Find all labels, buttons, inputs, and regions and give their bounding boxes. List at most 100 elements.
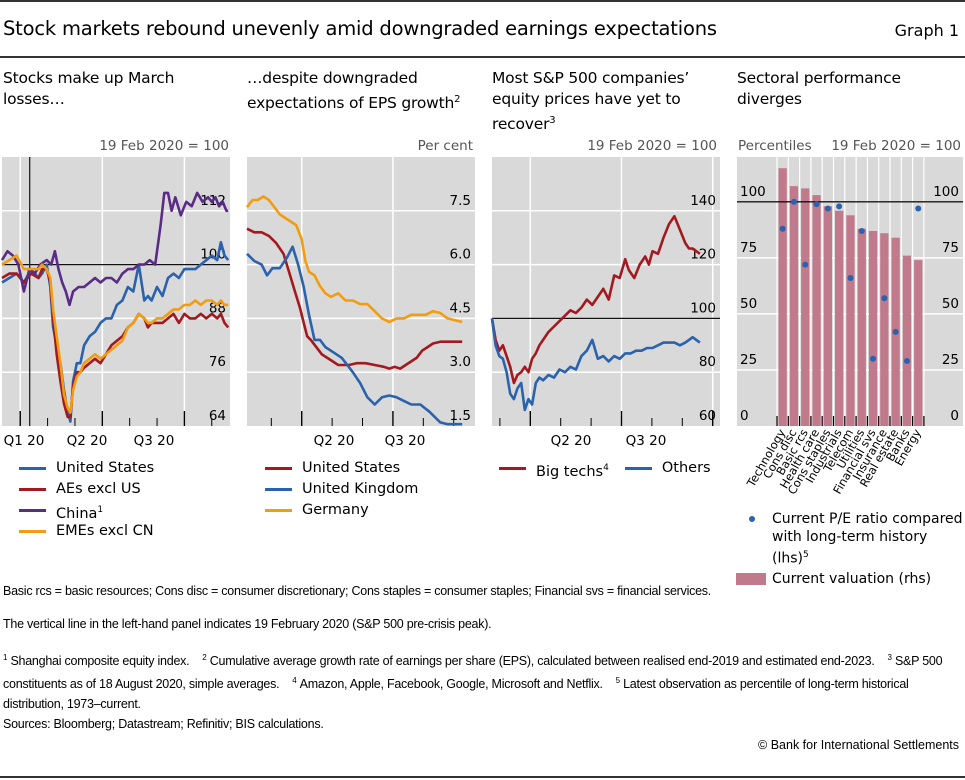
- x-tick-label: Q3 20: [385, 433, 426, 449]
- legend-swatch: [19, 509, 46, 512]
- dot-real-estate: [892, 328, 899, 335]
- legend-swatch: [19, 467, 46, 470]
- y-tick-label-lhs: 50: [740, 296, 757, 312]
- series-line-united-states: [246, 227, 463, 370]
- y-tick-label: 60: [699, 408, 716, 424]
- legend-item: AEs excl US: [19, 479, 154, 500]
- legend-label: Germany: [302, 502, 369, 518]
- dot-cons-disc: [790, 198, 797, 205]
- x-tick-label: Q3 20: [134, 433, 175, 449]
- panel-2-legend: United States United Kingdom Germany: [265, 458, 418, 521]
- y-tick-label: 7.5: [450, 193, 471, 209]
- graph-title: Stock markets rebound unevenly amid down…: [3, 17, 717, 40]
- legend-dot-swatch: [749, 516, 755, 522]
- y-tick-label: 88: [209, 300, 226, 316]
- abbreviations-note: Basic rcs = basic resources; Cons disc =…: [3, 584, 712, 598]
- legend-swatch: [19, 488, 46, 491]
- dot-telecom: [847, 275, 854, 282]
- copyright: © Bank for International Settlements: [758, 738, 959, 752]
- footnote-3: S&P 500 constituents as of 18 August 202…: [3, 654, 943, 692]
- series-line-germany: [245, 195, 463, 324]
- dot-utilities: [858, 227, 865, 234]
- legend-item: Big techs4: [499, 458, 609, 480]
- legend-swatch: [19, 530, 46, 533]
- footnotes: 1 Shanghai composite equity index. 2 Cum…: [3, 648, 963, 714]
- panel-3-unit: 19 Feb 2020 = 100: [587, 138, 717, 154]
- legend-swatch: [265, 488, 292, 491]
- panel-4-legend: Current P/E ratio compared with long-ter…: [736, 510, 964, 590]
- panel-3-title: Most S&P 500 companies’ equity prices ha…: [492, 68, 722, 135]
- footnote-5-number: 5: [615, 676, 620, 686]
- x-tick-label: Q1 20: [4, 433, 45, 449]
- legend-label: Others: [661, 460, 711, 476]
- bar-insurance: [880, 233, 889, 426]
- bar-basic-rcs: [801, 188, 810, 426]
- x-tick-label: Q2 20: [67, 433, 108, 449]
- panel-1-legend: United States AEs excl US China1 EMEs excl …: [19, 458, 154, 542]
- dot-energy: [915, 205, 922, 212]
- legend-item: EMEs excl CN: [19, 521, 154, 542]
- legend-item: United Kingdom: [265, 479, 418, 500]
- legend-label: Current P/E ratio compared with long-ter…: [772, 511, 963, 567]
- footnote-4: Amazon, Apple, Facebook, Google, Microso…: [299, 677, 603, 692]
- sources-note: Sources: Bloomberg; Datastream; Refiniti…: [3, 717, 324, 731]
- y-tick-label-rhs: 100: [933, 184, 959, 200]
- series-line-emes-excl-cn: [1, 254, 229, 414]
- y-tick-label: 64: [209, 408, 226, 424]
- dot-technology: [779, 225, 786, 232]
- dot-basic-rcs: [802, 261, 809, 268]
- panel-2-chart: 1.5 3.0 4.5 6.0 7.5 Q2 20 Q3 20: [245, 157, 475, 449]
- legend-bar-swatch: [736, 572, 766, 585]
- legend-label: United Kingdom: [302, 481, 419, 497]
- footnote-3-number: 3: [887, 653, 892, 662]
- series-line-big-techs: [490, 214, 701, 385]
- y-tick-label-rhs: 75: [942, 240, 959, 256]
- series-line-china: [0, 191, 229, 307]
- bar-energy: [914, 260, 923, 426]
- panel-4-unit-right: 19 Feb 2020 = 100: [831, 138, 961, 154]
- legend-swatch: [499, 467, 526, 470]
- panel-3-legend: Big techs4 Others: [499, 458, 711, 480]
- panel-3-title-text: Most S&P 500 companies’ equity prices ha…: [492, 69, 690, 134]
- y-tick-label-lhs: 0: [740, 408, 749, 424]
- legend-label: AEs excl US: [56, 481, 141, 497]
- y-tick-label-lhs: 25: [740, 352, 757, 368]
- y-tick-label: 140: [690, 193, 716, 209]
- legend-item: Germany: [265, 500, 418, 521]
- y-tick-label-rhs: 25: [942, 352, 959, 368]
- legend-item: United States: [265, 458, 418, 479]
- panel-2-title-text: …despite downgraded expectations of EPS …: [247, 69, 455, 113]
- legend-label: China: [56, 505, 98, 522]
- y-tick-label: 6.0: [450, 247, 471, 263]
- legend-footnote-ref: 4: [603, 463, 609, 473]
- panel-2-title: …despite downgraded expectations of EPS …: [247, 68, 477, 114]
- x-tick-label: Q3 20: [626, 433, 667, 449]
- legend-item: United States: [19, 458, 154, 479]
- bottom-rule: [0, 776, 965, 778]
- x-tick-label: Q2 20: [551, 433, 592, 449]
- dot-insurance: [881, 295, 888, 302]
- legend-item: China1: [19, 500, 154, 522]
- bar-cons-disc: [789, 186, 799, 426]
- y-tick-label-lhs: 75: [740, 240, 757, 256]
- legend-item: Others: [624, 458, 711, 479]
- footnote-5: Latest observation as percentile of long…: [3, 677, 909, 712]
- graph-number: Graph 1: [894, 21, 959, 40]
- legend-swatch: [265, 509, 292, 512]
- title-rule: [0, 56, 965, 58]
- legend-swatch: [265, 467, 292, 470]
- legend-label: United States: [302, 460, 401, 476]
- panel-3-footnote-ref: 3: [549, 115, 556, 126]
- dot-industrials: [836, 203, 843, 210]
- dot-health-care: [813, 201, 820, 208]
- panel-2-footnote-ref: 2: [454, 94, 461, 105]
- y-tick-label: 4.5: [450, 300, 471, 316]
- footnote-1-number: 1: [3, 653, 8, 662]
- bar-health-care: [812, 195, 821, 426]
- footnote-2-number: 2: [202, 653, 207, 662]
- y-tick-label: 3.0: [450, 354, 471, 370]
- bar-cons-staples: [823, 206, 832, 426]
- legend-item: Current valuation (rhs): [736, 570, 964, 588]
